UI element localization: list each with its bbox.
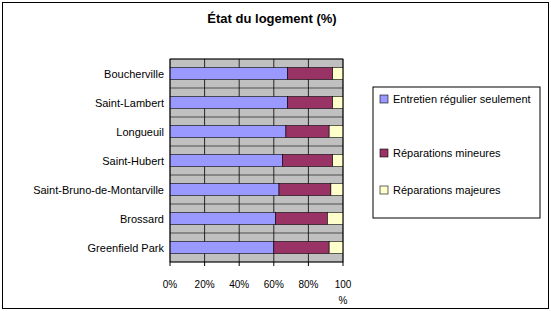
legend-swatch: [380, 95, 388, 103]
bar: [288, 68, 333, 80]
legend-label: Réparations majeures: [393, 184, 501, 196]
plot-area: [170, 59, 343, 262]
band-line: [170, 88, 343, 89]
bar: [282, 155, 332, 167]
bar: [333, 97, 343, 109]
legend-line: Réparations mineures: [393, 147, 501, 159]
bar: [170, 184, 279, 196]
bar: [170, 126, 286, 138]
axis-label: %: [339, 295, 348, 306]
bar: [170, 97, 288, 109]
title: État du logement (%): [207, 11, 336, 26]
band-line: [170, 204, 343, 205]
legend-swatch: [380, 149, 388, 157]
bar: [276, 213, 328, 225]
band-line: [170, 175, 343, 176]
legend-box: [373, 87, 540, 218]
band-line: [170, 117, 343, 118]
bar: [274, 242, 329, 254]
legend-label: Entretien régulier seulement: [393, 93, 531, 105]
category-label: Saint-Bruno-de-Montarville: [33, 184, 164, 196]
category-label: Longueuil: [116, 126, 164, 138]
tick-label: 60%: [264, 279, 284, 290]
bar: [329, 126, 343, 138]
bar: [327, 213, 343, 225]
category-label: Saint-Lambert: [95, 97, 164, 109]
tick-label: 80%: [298, 279, 318, 290]
band-line: [170, 233, 343, 234]
tick-label: 20%: [195, 279, 215, 290]
bar: [331, 184, 343, 196]
tick-mark: [204, 262, 205, 266]
band-line: [170, 146, 343, 147]
bar: [279, 184, 331, 196]
tick-mark: [273, 262, 274, 266]
tick-mark: [239, 262, 240, 266]
bar: [329, 242, 343, 254]
chart-frame: [3, 3, 549, 309]
tick-mark: [170, 262, 171, 266]
category-label: Saint-Hubert: [102, 155, 164, 167]
tick-mark: [308, 262, 309, 266]
category-label: Boucherville: [104, 68, 164, 80]
category-label: Brossard: [120, 213, 164, 225]
legend-line: Réparations majeures: [393, 184, 501, 196]
tick-label: 40%: [229, 279, 249, 290]
tick-label: 100: [335, 279, 352, 290]
plot-frame: [170, 59, 343, 262]
bar: [286, 126, 329, 138]
bar: [170, 155, 282, 167]
tick-mark: [343, 262, 344, 266]
bar: [333, 155, 343, 167]
chart: État du logement (%) 0% 20% 40% 60% 80% 100% Bo…: [0, 0, 551, 311]
bar: [170, 213, 276, 225]
bar: [333, 68, 343, 80]
bar: [170, 68, 288, 80]
bar: [288, 97, 333, 109]
legend-line: Entretien régulier seulement: [393, 93, 531, 105]
bars: [170, 68, 343, 254]
legend-swatch: [380, 186, 388, 194]
bar: [170, 242, 274, 254]
tick-label: 0%: [163, 279, 178, 290]
legend-label: Réparations mineures: [393, 147, 501, 159]
category-label: Greenfield Park: [88, 242, 165, 254]
